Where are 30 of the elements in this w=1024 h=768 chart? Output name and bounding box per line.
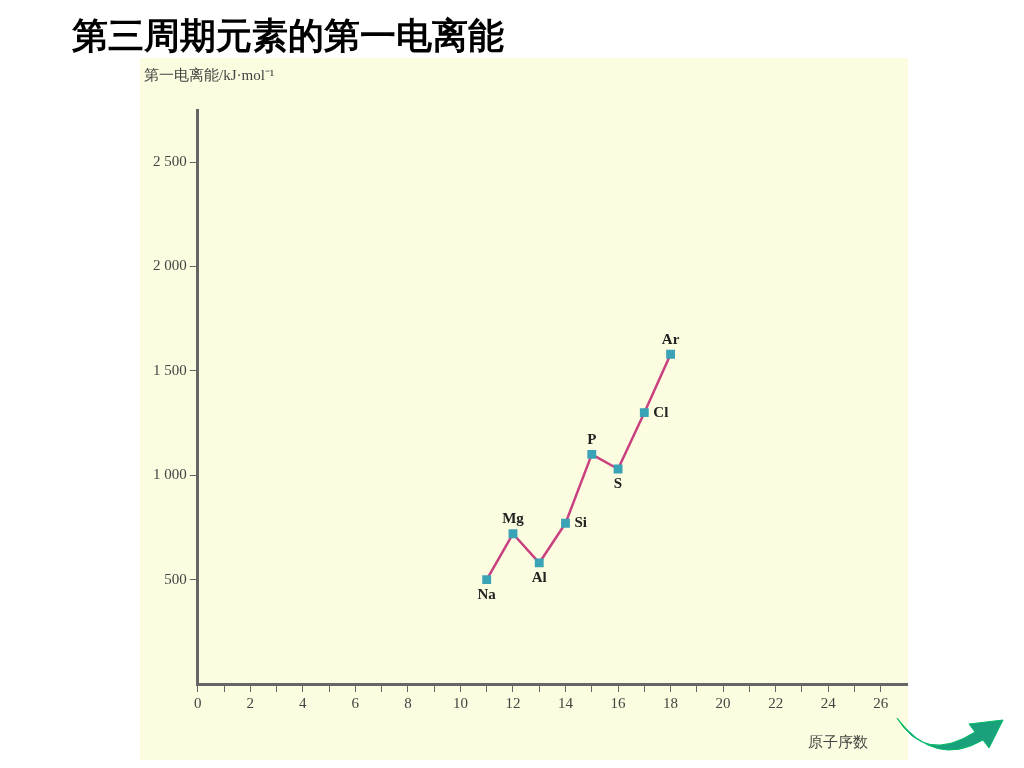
x-tick-label: 16: [610, 694, 627, 711]
x-tick-label: 24: [820, 694, 837, 711]
x-tick-label: 6: [351, 694, 360, 711]
x-tick-label: 0: [194, 694, 202, 711]
y-tick-label: 1 000: [153, 466, 187, 483]
x-axis-title: 原子序数: [808, 733, 868, 750]
y-tick-label: 1 500: [153, 361, 187, 378]
annotation: Ar: [661, 330, 680, 347]
x-tick-label: 12: [505, 694, 521, 711]
x-tick-label: 26: [873, 694, 889, 711]
y-axis-title: 第一电离能/kJ·mol⁻¹: [144, 66, 275, 83]
annotation: P: [587, 430, 597, 447]
annotation: Na: [477, 586, 497, 603]
y-tick-label: 2 500: [153, 153, 187, 170]
annotation: Cl: [653, 403, 669, 420]
x-tick-label: 22: [768, 694, 784, 711]
y-tick-label: 500: [164, 570, 187, 587]
x-tick-label: 14: [558, 694, 574, 711]
x-tick-label: 8: [404, 694, 412, 711]
annotation: Al: [531, 569, 547, 586]
annotation: Mg: [502, 510, 525, 527]
chart-title: 第三周期元素的第一电离能: [72, 15, 504, 58]
x-tick-label: 4: [299, 694, 308, 711]
x-tick-label: 18: [663, 694, 679, 711]
annotation: Si: [574, 514, 588, 531]
annotation: S: [613, 475, 623, 492]
x-tick-label: 20: [715, 694, 731, 711]
x-tick-label: 2: [246, 694, 255, 711]
x-tick-label: 10: [452, 694, 468, 711]
y-tick-label: 2 000: [153, 257, 187, 274]
